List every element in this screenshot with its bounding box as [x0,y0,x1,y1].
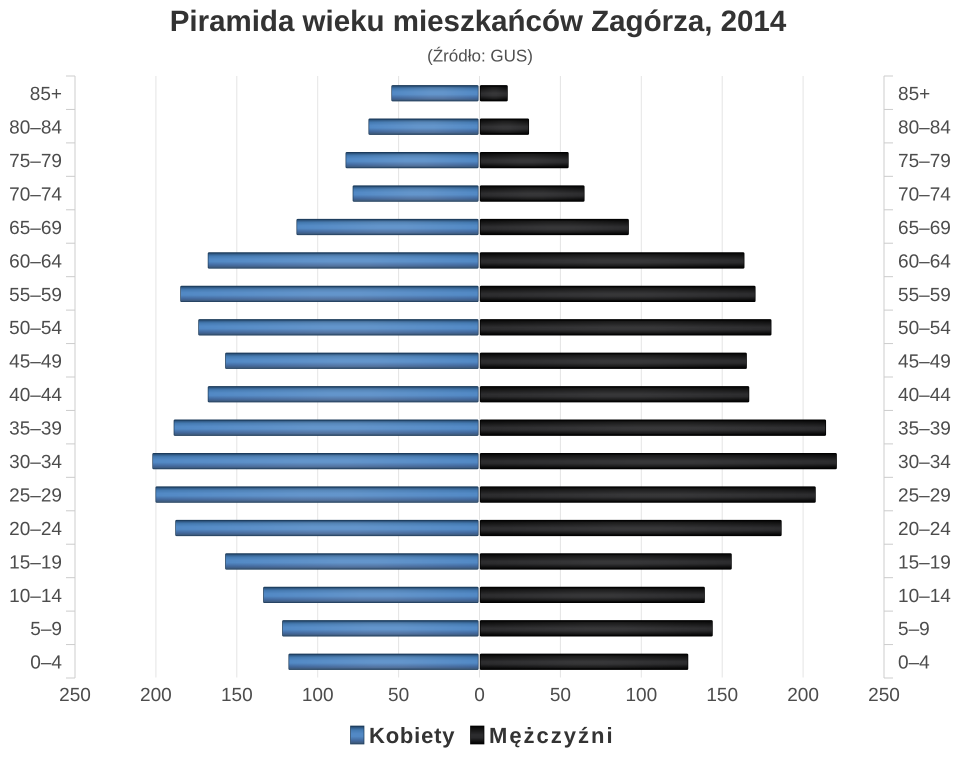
svg-text:250: 250 [59,685,91,706]
svg-text:5–9: 5–9 [898,619,930,640]
svg-text:75–79: 75–79 [9,151,62,172]
svg-text:250: 250 [868,685,900,706]
svg-text:65–69: 65–69 [898,218,951,239]
svg-text:55–59: 55–59 [898,285,951,306]
svg-text:50: 50 [388,685,409,706]
svg-text:60–64: 60–64 [898,251,951,272]
svg-text:15–19: 15–19 [898,552,951,573]
svg-text:80–84: 80–84 [898,118,951,139]
svg-text:35–39: 35–39 [9,419,62,440]
svg-text:60–64: 60–64 [9,251,62,272]
svg-text:Piramida wieku mieszkańców Zag: Piramida wieku mieszkańców Zagórza, 2014 [170,5,787,38]
svg-text:150: 150 [221,685,253,706]
svg-text:150: 150 [706,685,738,706]
svg-text:40–44: 40–44 [9,385,62,406]
svg-text:25–29: 25–29 [9,486,62,507]
svg-text:65–69: 65–69 [9,218,62,239]
svg-text:0–4: 0–4 [898,653,930,674]
svg-text:Kobiety: Kobiety [369,723,455,748]
svg-text:30–34: 30–34 [898,452,951,473]
svg-text:0–4: 0–4 [30,653,62,674]
svg-text:100: 100 [625,685,657,706]
svg-text:85+: 85+ [898,84,930,105]
svg-text:70–74: 70–74 [9,185,62,206]
svg-text:45–49: 45–49 [9,352,62,373]
svg-text:30–34: 30–34 [9,452,62,473]
svg-text:50: 50 [550,685,571,706]
svg-text:20–24: 20–24 [898,519,951,540]
svg-text:80–84: 80–84 [9,118,62,139]
svg-text:70–74: 70–74 [898,185,951,206]
svg-text:45–49: 45–49 [898,352,951,373]
svg-text:200: 200 [787,685,819,706]
svg-text:100: 100 [302,685,334,706]
svg-text:0: 0 [474,685,485,706]
svg-text:(Źródło: GUS): (Źródło: GUS) [427,47,533,66]
svg-text:50–54: 50–54 [9,318,62,339]
svg-text:20–24: 20–24 [9,519,62,540]
svg-text:75–79: 75–79 [898,151,951,172]
svg-text:10–14: 10–14 [898,586,951,607]
svg-text:200: 200 [140,685,172,706]
svg-text:10–14: 10–14 [9,586,62,607]
svg-text:25–29: 25–29 [898,486,951,507]
svg-text:40–44: 40–44 [898,385,951,406]
svg-text:15–19: 15–19 [9,552,62,573]
svg-text:Mężczyźni: Mężczyźni [489,723,615,748]
svg-text:35–39: 35–39 [898,419,951,440]
svg-text:50–54: 50–54 [898,318,951,339]
svg-text:85+: 85+ [30,84,62,105]
svg-text:55–59: 55–59 [9,285,62,306]
svg-text:5–9: 5–9 [30,619,62,640]
